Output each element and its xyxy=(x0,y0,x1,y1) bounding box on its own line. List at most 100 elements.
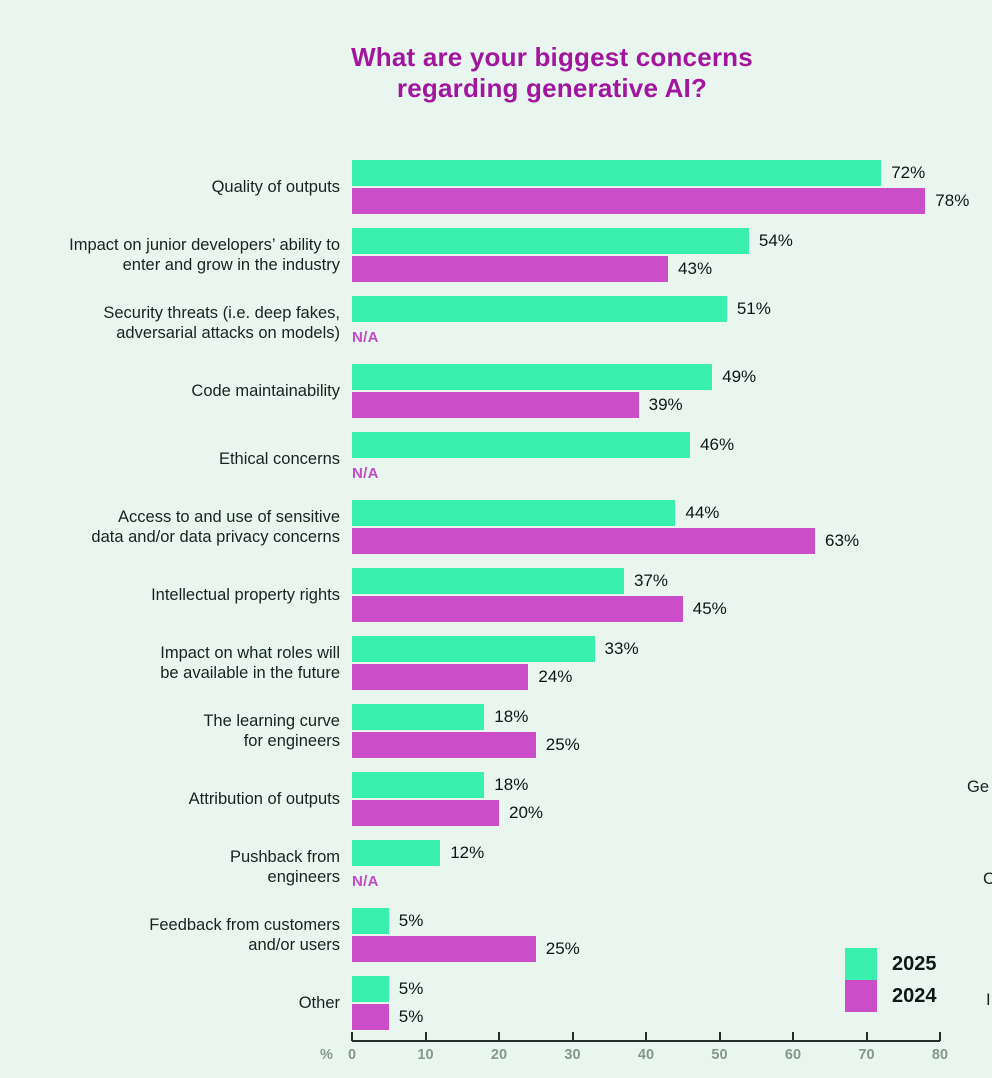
bar-track: 46% N/A xyxy=(352,432,940,486)
na-label-2024: N/A xyxy=(352,872,379,890)
bar-value-2024: 24% xyxy=(538,667,573,686)
chart-title-line1: What are your biggest concerns xyxy=(351,42,753,72)
tick-label: 50 xyxy=(711,1047,728,1063)
x-axis-line xyxy=(352,1040,940,1042)
bar-2024 xyxy=(352,528,816,554)
category-label: Access to and use of sensitive data and/… xyxy=(91,508,340,546)
bar-2024 xyxy=(352,732,536,758)
bar-value-2024: 25% xyxy=(545,735,580,754)
tick-mark xyxy=(498,1032,500,1041)
legend-swatch-2025 xyxy=(845,948,877,980)
bar-2024 xyxy=(352,188,926,214)
bar-2024 xyxy=(352,596,683,622)
tick-label: 40 xyxy=(637,1047,655,1063)
tick-label: 0 xyxy=(347,1047,357,1063)
bar-track: 33% 24% xyxy=(352,636,940,690)
tick-label: 30 xyxy=(564,1047,581,1063)
category-label: Other xyxy=(298,994,340,1012)
tick-mark xyxy=(424,1032,427,1041)
bar-2024 xyxy=(352,936,536,962)
legend-labels: 2025 2024 xyxy=(892,948,937,1012)
category-label: Attribution of outputs xyxy=(188,790,340,808)
chart-row: Code maintainability 49% 39% xyxy=(0,364,992,418)
category-label: Impact on what roles will be available i… xyxy=(160,644,340,682)
tick-mark xyxy=(645,1032,647,1041)
x-axis: % 0 10 20 30 40 50 60 70 80 xyxy=(320,1032,948,1076)
chart-row: Impact on what roles will be available i… xyxy=(0,636,992,690)
chart-row: Intellectual property rights 37% 45% xyxy=(0,568,992,622)
bar-track: 37% 45% xyxy=(352,568,940,622)
category-label: Feedback from customers and/or users xyxy=(149,916,340,954)
bar-value-2025: 33% xyxy=(604,639,639,658)
bar-2025 xyxy=(352,432,691,458)
tick-mark xyxy=(865,1032,868,1041)
edge-fragment-label: I xyxy=(986,991,991,1009)
chart-title-line2: regarding generative AI? xyxy=(396,73,708,103)
tick-mark xyxy=(571,1032,574,1041)
bar-track: 44% 63% xyxy=(352,500,940,554)
category-label: Impact on junior developers’ ability to … xyxy=(69,236,340,274)
bar-value-2024: 25% xyxy=(545,939,580,958)
bar-value-2024: 63% xyxy=(825,531,860,550)
tick-label: 10 xyxy=(417,1047,434,1063)
bar-track: 18% 20% xyxy=(352,772,940,826)
chart-row: Impact on junior developers’ ability to … xyxy=(0,228,992,282)
bar-2025 xyxy=(352,160,882,186)
bar-2024 xyxy=(352,800,499,826)
bar-track: 12% N/A xyxy=(352,840,940,894)
bar-2025 xyxy=(352,840,441,866)
bar-value-2025: 49% xyxy=(722,367,757,386)
category-label: Ethical concerns xyxy=(218,450,340,468)
category-label: Pushback from engineers xyxy=(229,848,340,886)
bar-track: 72% 78% xyxy=(352,160,969,214)
bar-2024 xyxy=(352,1004,389,1030)
x-axis-unit-label: % xyxy=(320,1047,333,1063)
category-label: Security threats (i.e. deep fakes, adver… xyxy=(103,304,340,342)
bar-value-2025: 46% xyxy=(700,435,735,454)
tick-label: 60 xyxy=(784,1047,802,1063)
bar-value-2024: 39% xyxy=(648,395,683,414)
bar-2024 xyxy=(352,256,669,282)
chart-title: What are your biggest concerns regarding… xyxy=(252,42,852,104)
tick-mark xyxy=(718,1032,721,1041)
bar-track: 54% 43% xyxy=(352,228,940,282)
bar-value-2024: 43% xyxy=(678,259,713,278)
bar-2025 xyxy=(352,636,595,662)
legend-label-2024: 2024 xyxy=(892,985,937,1007)
tick-label: 70 xyxy=(858,1047,875,1063)
chart-row: Feedback from customers and/or users 5% … xyxy=(0,908,992,962)
chart-row: The learning curve for engineers 18% 25% xyxy=(0,704,992,758)
bar-2025 xyxy=(352,228,749,254)
bar-value-2025: 51% xyxy=(736,299,771,318)
edge-fragment-label: C xyxy=(983,870,992,888)
tick-mark xyxy=(939,1032,941,1041)
legend: 2025 2024 xyxy=(845,948,937,1012)
bar-value-2025: 54% xyxy=(758,231,793,250)
category-label: Quality of outputs xyxy=(211,178,340,196)
bar-2024 xyxy=(352,664,529,690)
bar-track: 5% 5% xyxy=(352,976,940,1030)
chart-row: Ethical concerns 46% N/A xyxy=(0,432,992,486)
bar-2025 xyxy=(352,500,676,526)
bar-2025 xyxy=(352,704,485,730)
bar-value-2025: 18% xyxy=(494,775,529,794)
bar-value-2025: 5% xyxy=(398,911,424,930)
edge-fragment-label: Ge xyxy=(967,778,990,796)
bar-2025 xyxy=(352,908,389,934)
legend-swatch-2024 xyxy=(845,980,877,1012)
bar-track: 18% 25% xyxy=(352,704,940,758)
na-label-2024: N/A xyxy=(352,464,379,482)
bar-value-2025: 5% xyxy=(398,979,424,998)
bar-value-2025: 37% xyxy=(633,571,668,590)
bar-value-2024: 20% xyxy=(509,803,544,822)
bar-2025 xyxy=(352,976,389,1002)
chart-row: Pushback from engineers 12% N/A xyxy=(0,840,992,894)
chart-row: Security threats (i.e. deep fakes, adver… xyxy=(0,296,992,350)
chart-row: Access to and use of sensitive data and/… xyxy=(0,500,992,554)
bar-track: 5% 25% xyxy=(352,908,940,962)
tick-label: 20 xyxy=(490,1047,508,1063)
category-label: The learning curve for engineers xyxy=(203,712,340,750)
bar-track: 49% 39% xyxy=(352,364,940,418)
tick-mark xyxy=(792,1032,794,1041)
